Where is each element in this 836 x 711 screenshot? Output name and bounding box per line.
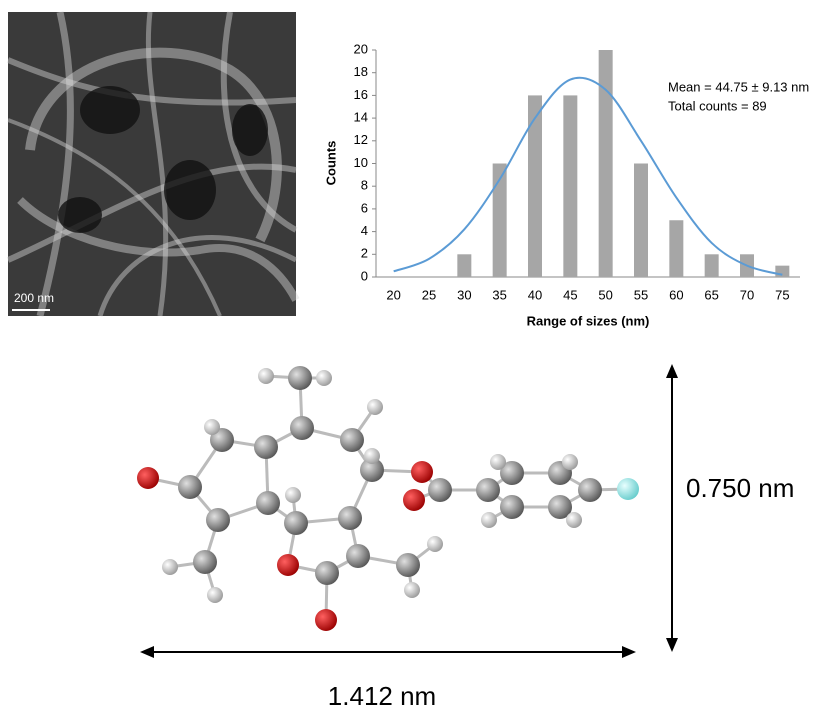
micrograph: 200 nm	[6, 11, 300, 317]
atom	[500, 495, 524, 519]
y-tick-label: 16	[354, 87, 368, 102]
bar	[492, 163, 507, 277]
atom	[316, 370, 332, 386]
y-tick-label: 8	[361, 178, 368, 193]
y-tick-label: 2	[361, 246, 368, 261]
histogram: Counts Range of sizes (nm) Mean = 44.75 …	[323, 41, 809, 328]
atom	[284, 511, 308, 535]
y-axis-label: Counts	[323, 141, 338, 186]
atom	[562, 454, 578, 470]
y-tick-label: 0	[361, 268, 368, 283]
x-tick-label: 60	[669, 287, 683, 302]
dimension-arrows	[140, 364, 678, 658]
bar	[563, 95, 578, 278]
x-tick-label: 20	[386, 287, 400, 302]
y-tick-label: 6	[361, 200, 368, 215]
annotation: Mean = 44.75 ± 9.13 nm	[668, 79, 809, 94]
bar	[775, 265, 790, 277]
atom	[360, 458, 384, 482]
atom	[162, 559, 178, 575]
y-tick-label: 10	[354, 155, 368, 170]
y-tick-label: 12	[354, 132, 368, 147]
atom	[204, 419, 220, 435]
atom	[490, 454, 506, 470]
atom	[290, 416, 314, 440]
atom	[617, 478, 639, 500]
atom	[338, 506, 362, 530]
x-tick-label: 35	[492, 287, 506, 302]
atom	[566, 512, 582, 528]
x-tick-label: 50	[598, 287, 612, 302]
atom	[137, 467, 159, 489]
x-tick-label: 30	[457, 287, 471, 302]
bar	[669, 220, 684, 277]
x-tick-label: 45	[563, 287, 577, 302]
x-tick-label: 65	[704, 287, 718, 302]
height-label: 0.750 nm	[686, 473, 794, 503]
atom	[207, 587, 223, 603]
molecule	[137, 366, 639, 631]
bar	[528, 95, 542, 278]
x-tick-label: 40	[528, 287, 542, 302]
atom	[404, 582, 420, 598]
atom	[277, 554, 299, 576]
atom	[364, 448, 380, 464]
atom	[481, 512, 497, 528]
x-tick-label: 70	[740, 287, 754, 302]
atom	[178, 475, 202, 499]
atom	[548, 495, 572, 519]
atom	[285, 487, 301, 503]
atom	[258, 368, 274, 384]
atom	[396, 553, 420, 577]
atom	[411, 461, 433, 483]
atom	[256, 491, 280, 515]
width-label: 1.412 nm	[328, 681, 436, 711]
x-tick-label: 55	[634, 287, 648, 302]
scale-bar-label: 200 nm	[14, 291, 54, 305]
y-tick-label: 20	[354, 41, 368, 56]
y-tick-label: 18	[354, 64, 368, 79]
atom	[288, 366, 312, 390]
atom	[206, 508, 230, 532]
atom	[578, 478, 602, 502]
annotation: Total counts = 89	[668, 98, 767, 113]
atom	[367, 399, 383, 415]
bar	[634, 163, 648, 277]
atom	[427, 536, 443, 552]
atom	[315, 561, 339, 585]
atom	[315, 609, 337, 631]
atom	[476, 478, 500, 502]
atom	[210, 428, 234, 452]
atom	[500, 461, 524, 485]
atom	[254, 435, 278, 459]
atom	[428, 478, 452, 502]
x-axis-label: Range of sizes (nm)	[527, 313, 650, 328]
atom	[340, 428, 364, 452]
x-tick-label: 25	[422, 287, 436, 302]
atom	[346, 544, 370, 568]
y-tick-label: 4	[361, 223, 368, 238]
fit-curve	[393, 76, 783, 276]
y-tick-label: 14	[354, 110, 368, 125]
bar	[598, 50, 613, 277]
x-tick-label: 75	[775, 287, 789, 302]
bar	[457, 254, 472, 277]
bar	[704, 254, 719, 277]
atom	[403, 489, 425, 511]
atom	[193, 550, 217, 574]
